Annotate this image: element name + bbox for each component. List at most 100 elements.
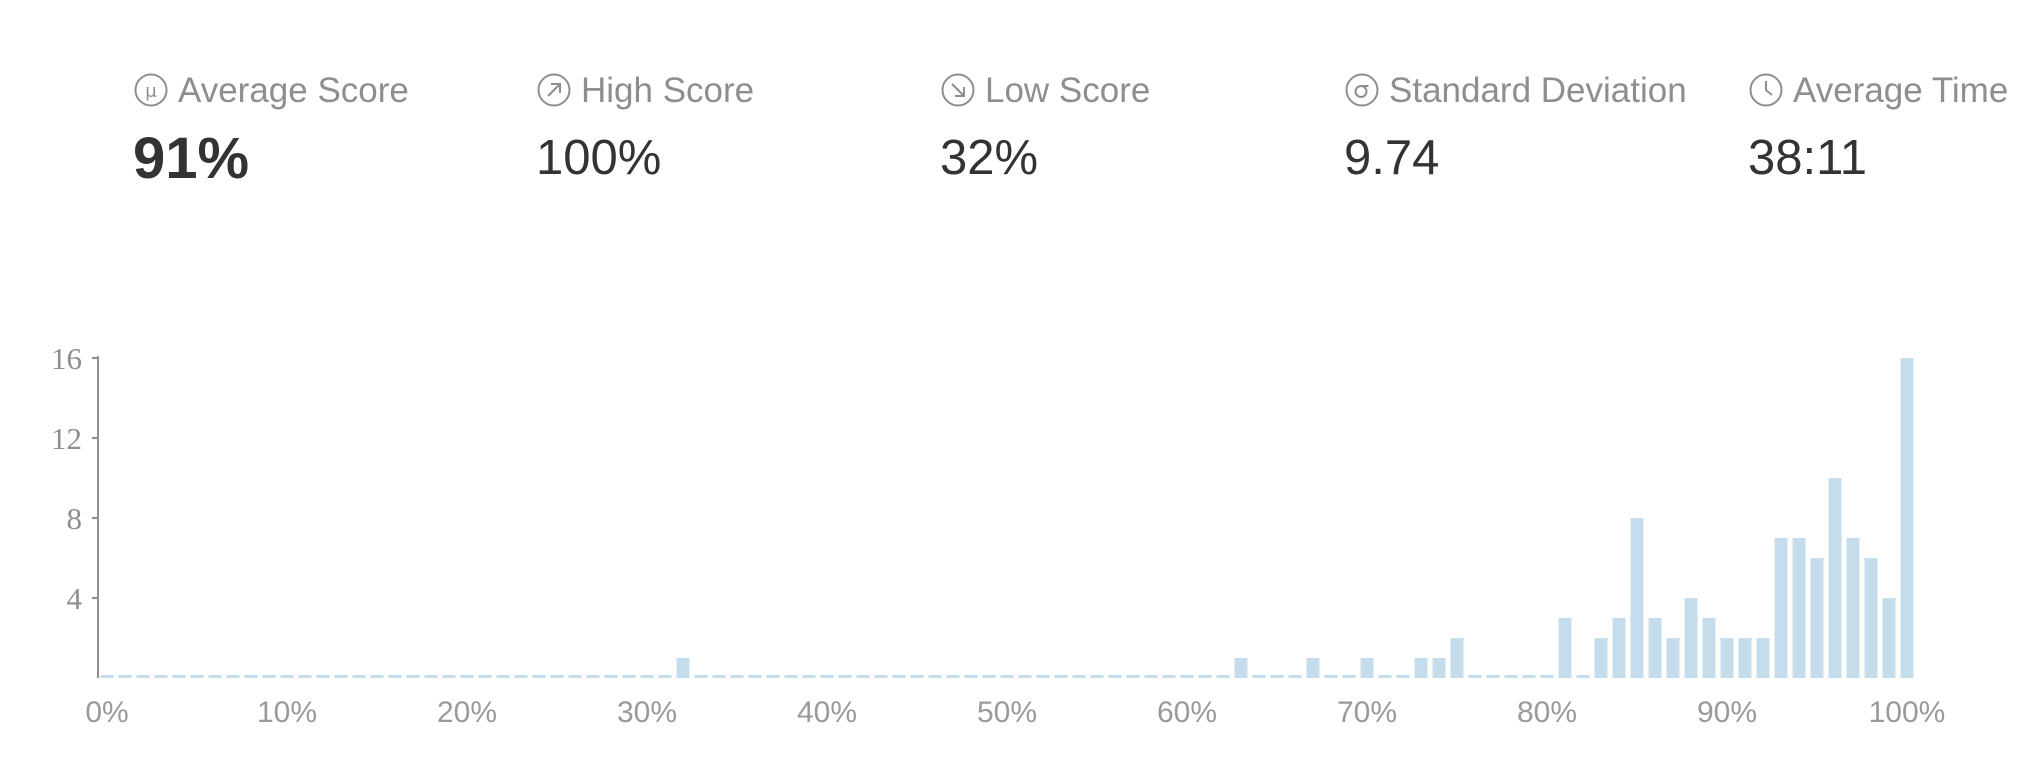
histogram-bar [1558,618,1572,678]
histogram-bar [406,675,420,678]
y-tick-label: 4 [67,581,83,616]
x-tick-label: 70% [1337,696,1397,729]
histogram-bar [964,675,978,678]
stat-average-time: Average Time 38:11 [1748,68,2008,183]
histogram-bar [1216,675,1230,678]
histogram-bar [550,675,564,678]
histogram-bar [496,675,510,678]
x-tick-label: 10% [257,696,317,729]
histogram-bar [1432,658,1446,678]
histogram-svg: 4 8 12 16 0% 10% 20% 30% 40% 50% 60% 70% 80% 90% 100% [51,341,1946,729]
histogram-bar [1000,675,1014,678]
histogram-bar [1666,638,1680,678]
histogram-bar [910,675,924,678]
histogram-bar [1684,598,1698,678]
histogram-bar [136,675,150,678]
x-tick-label: 30% [617,696,677,729]
stat-label: High Score [581,70,755,110]
histogram-bar [1396,675,1410,678]
mu-circle-icon: μ [133,72,169,108]
histogram-bar [1324,675,1338,678]
histogram-bar [172,675,186,678]
histogram-bar [1540,675,1554,678]
svg-text:μ: μ [145,81,157,102]
histogram-bar [1738,638,1752,678]
summary-stats: μ Average Score 91% High Score 100% Low … [0,0,2034,240]
histogram-bar [730,675,744,678]
histogram-bar [388,675,402,678]
histogram-bar [1090,675,1104,678]
histogram-bar [946,675,960,678]
histogram-bar [712,675,726,678]
x-tick-label: 100% [1869,696,1946,729]
histogram-bar [622,675,636,678]
stat-value: 38:11 [1748,131,1867,185]
histogram-bar [1468,675,1482,678]
histogram-bar [1594,638,1608,678]
histogram-bar [1018,675,1032,678]
x-tick-label: 20% [437,696,497,729]
histogram-bar [1270,675,1284,678]
x-tick-label: 50% [977,696,1037,729]
histogram-bar [694,675,708,678]
histogram-bar [1648,618,1662,678]
histogram-bar [1036,675,1050,678]
stat-label: Low Score [985,70,1151,110]
stat-low-score: Low Score 32% [940,68,1150,183]
histogram-bar [100,675,114,678]
histogram-bar [604,675,618,678]
histogram-bar [154,675,168,678]
histogram-bar [1288,675,1302,678]
histogram-bar [892,675,906,678]
histogram-bar [1234,658,1248,678]
histogram-bar [1756,638,1770,678]
histogram-bar [1792,538,1806,678]
histogram-bar [262,675,276,678]
histogram-bar [856,675,870,678]
histogram-bar [568,675,582,678]
histogram-bar [1720,638,1734,678]
histogram-bar [1612,618,1626,678]
histogram-bar [982,675,996,678]
histogram-bar [1900,358,1914,678]
y-tick-label: 12 [51,421,82,456]
histogram-bar [748,675,762,678]
histogram-bar [532,675,546,678]
x-tick-label: 60% [1157,696,1217,729]
histogram-bar [1450,638,1464,678]
histogram-bar [1576,675,1590,678]
histogram-bar [802,675,816,678]
histogram-bar [244,675,258,678]
histogram-bar [1108,675,1122,678]
arrow-up-right-circle-icon [536,72,572,108]
histogram-bar [190,675,204,678]
histogram-bar [334,675,348,678]
histogram-bar [1252,675,1266,678]
histogram-bar [784,675,798,678]
histogram-bar [1162,675,1176,678]
histogram-bar [478,675,492,678]
histogram-bar [874,675,888,678]
histogram-bar [118,675,132,678]
y-tick-label: 8 [67,501,83,536]
histogram-bar [1342,675,1356,678]
stat-value: 91% [133,126,250,191]
histogram-bar [514,675,528,678]
histogram-bar [1846,538,1860,678]
histogram-bar [1702,618,1716,678]
x-tick-label: 0% [85,696,128,729]
score-distribution-chart: 4 8 12 16 0% 10% 20% 30% 40% 50% 60% 70% 80% 90% 100% [0,330,2034,750]
stat-value: 32% [940,131,1039,185]
stat-label: Average Score [178,70,409,110]
y-tick-label: 16 [51,341,82,376]
histogram-bar [1504,675,1518,678]
histogram-bar [1378,675,1392,678]
histogram-bar [766,675,780,678]
histogram-bar [1414,658,1428,678]
histogram-bar [1054,675,1068,678]
histogram-bar [676,658,690,678]
stat-value: 9.74 [1344,131,1440,185]
histogram-bar [928,675,942,678]
histogram-bar [1144,675,1158,678]
histogram-bar [1486,675,1500,678]
